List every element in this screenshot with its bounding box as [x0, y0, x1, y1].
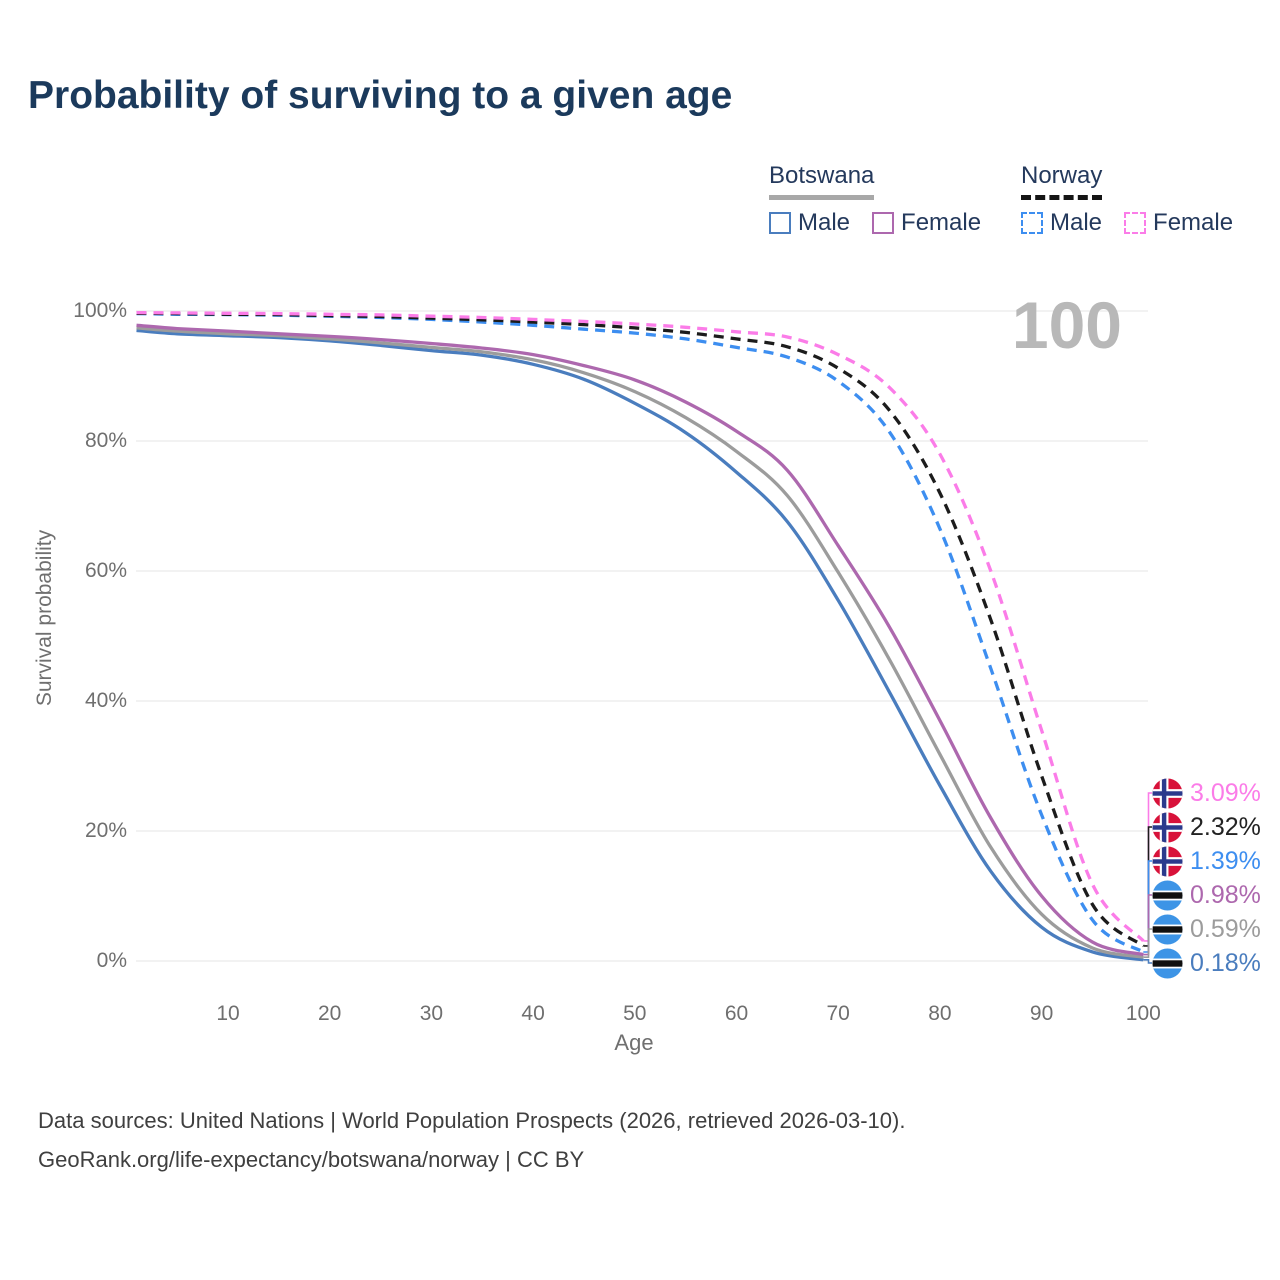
leader-line-norway-female	[1143, 792, 1152, 942]
legend-items-botswana: Male Female	[769, 209, 1003, 237]
survival-chart-plot	[136, 310, 1152, 964]
x-axis-title: Age	[614, 1030, 654, 1055]
legend-swatch-botswana-female	[872, 212, 895, 234]
end-label-value-botswana-female: 0.98%	[1190, 880, 1261, 909]
legend-swatch-botswana-male	[769, 212, 791, 234]
end-label-row-botswana-male: 0.18%	[1152, 946, 1261, 980]
leader-line-botswana-male	[1143, 959, 1152, 964]
hover-age-watermark: 100	[1011, 288, 1122, 362]
page-title: Probability of surviving to a given age	[28, 74, 733, 117]
x-tick-70: 70	[826, 1002, 850, 1025]
legend-item-norway-male[interactable]: Male	[1021, 209, 1102, 237]
attribution-link-text: GeoRank.org/life-expectancy/botswana/nor…	[38, 1147, 585, 1172]
legend-items-norway: Male Female	[1021, 209, 1255, 237]
curve-norway-female[interactable]	[136, 310, 1145, 943]
end-label-value-norway-both-sexes: 2.32%	[1190, 812, 1261, 841]
x-tick-40: 40	[521, 1002, 545, 1025]
legend-label: Female	[1153, 209, 1234, 236]
norway-flag-icon	[1152, 846, 1183, 877]
y-tick-20: 20%	[84, 819, 127, 842]
legend-group-botswana: Botswana Male Female	[769, 162, 1003, 237]
leader-line-norway-male	[1143, 860, 1152, 953]
end-label-value-botswana-both-sexes: 0.59%	[1190, 914, 1261, 943]
legend-group-norway: Norway Male Female	[1021, 162, 1255, 237]
end-label-row-norway-both-sexes: 2.32%	[1152, 810, 1261, 844]
norway-flag-icon	[1152, 778, 1183, 809]
end-label-row-norway-male: 1.39%	[1152, 844, 1261, 878]
y-axis-title: Survival probability	[33, 529, 56, 707]
botswana-flag-icon	[1152, 880, 1183, 911]
legend-label: Female	[901, 209, 982, 236]
botswana-flag-icon	[1152, 948, 1183, 979]
curve-botswana-female[interactable]	[136, 323, 1144, 957]
leader-line-norway-both-sexes	[1143, 826, 1152, 947]
x-tick-60: 60	[724, 1002, 749, 1025]
legend-label: Male	[798, 209, 851, 236]
legend-country-norway[interactable]: Norway	[1021, 162, 1103, 200]
legend-item-botswana-female[interactable]: Female	[872, 209, 981, 237]
end-label-value-botswana-male: 0.18%	[1190, 948, 1261, 977]
botswana-flag-icon	[1152, 914, 1183, 945]
curve-botswana-male[interactable]	[136, 328, 1144, 962]
legend-swatch-norway-male	[1021, 212, 1043, 234]
legend-item-norway-female[interactable]: Female	[1124, 209, 1233, 237]
norway-flag-icon	[1152, 812, 1183, 843]
y-tick-0: 0%	[96, 949, 127, 972]
x-tick-50: 50	[623, 1002, 647, 1025]
end-label-row-botswana-both-sexes: 0.59%	[1152, 912, 1261, 946]
legend-item-botswana-male[interactable]: Male	[769, 209, 850, 237]
data-sources-text: Data sources: United Nations | World Pop…	[38, 1108, 906, 1133]
x-tick-10: 10	[216, 1002, 240, 1025]
curve-botswana-both-sexes[interactable]	[136, 326, 1144, 959]
leader-line-botswana-both-sexes	[1143, 928, 1152, 958]
x-tick-30: 30	[419, 1002, 444, 1025]
end-label-row-norway-female: 3.09%	[1152, 776, 1261, 810]
y-tick-60: 60%	[84, 559, 127, 582]
x-tick-100: 100	[1125, 1002, 1161, 1025]
legend-label: Male	[1050, 209, 1103, 236]
end-label-row-botswana-female: 0.98%	[1152, 878, 1261, 912]
y-tick-100: 100%	[73, 299, 127, 322]
x-tick-20: 20	[318, 1002, 342, 1025]
x-tick-90: 90	[1029, 1002, 1054, 1025]
end-label-value-norway-male: 1.39%	[1190, 846, 1261, 875]
leader-line-botswana-female	[1143, 894, 1152, 956]
curve-norway-male[interactable]	[136, 311, 1145, 954]
y-tick-40: 40%	[84, 689, 127, 712]
end-label-value-norway-female: 3.09%	[1190, 778, 1261, 807]
legend-swatch-norway-female	[1124, 212, 1147, 234]
legend-country-botswana[interactable]: Botswana	[769, 162, 875, 200]
x-tick-80: 80	[928, 1002, 952, 1025]
y-tick-80: 80%	[84, 429, 127, 452]
